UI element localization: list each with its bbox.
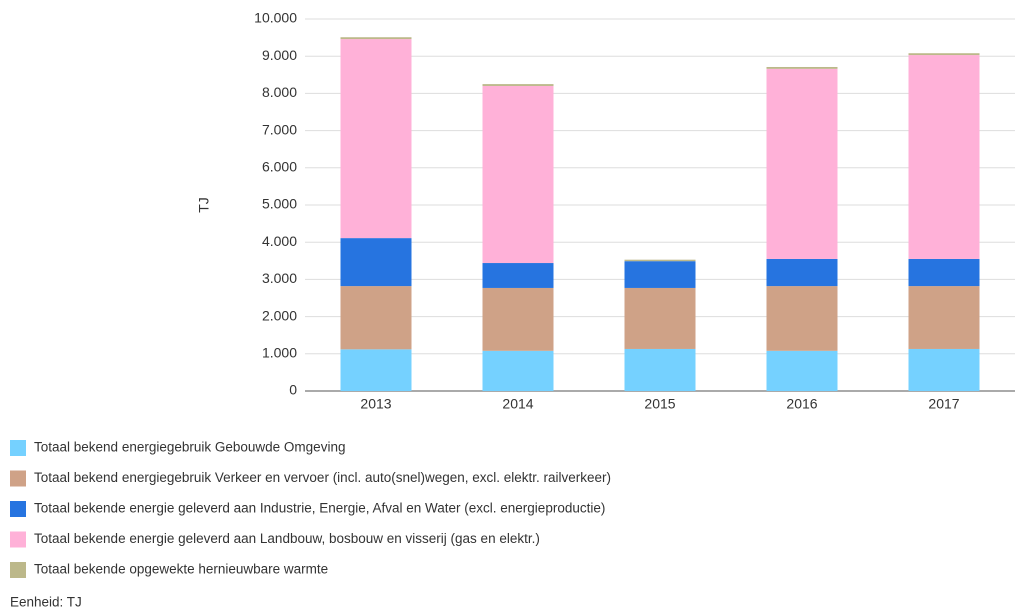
y-tick-label: 0 bbox=[289, 382, 297, 398]
legend-label: Totaal bekende energie geleverd aan Indu… bbox=[34, 501, 605, 516]
bar-segment bbox=[624, 259, 696, 262]
y-tick-label: 1.000 bbox=[262, 345, 297, 361]
bar-segment bbox=[766, 286, 838, 351]
bar-segment bbox=[340, 286, 412, 350]
legend-swatch bbox=[10, 501, 26, 517]
legend-label: Totaal bekende opgewekte hernieuwbare wa… bbox=[34, 562, 328, 577]
x-tick-label: 2015 bbox=[644, 396, 675, 412]
bar-segment bbox=[340, 39, 412, 239]
bar-segment bbox=[340, 349, 412, 391]
legend-label: Totaal bekend energiegebruik Gebouwde Om… bbox=[34, 440, 345, 455]
y-tick-label: 2.000 bbox=[262, 307, 297, 323]
legend-label: Totaal bekende energie geleverd aan Land… bbox=[34, 531, 540, 546]
y-tick-label: 8.000 bbox=[262, 84, 297, 100]
x-tick-label: 2014 bbox=[502, 396, 533, 412]
y-axis-label: TJ bbox=[196, 197, 212, 213]
y-tick-label: 4.000 bbox=[262, 233, 297, 249]
y-tick-label: 7.000 bbox=[262, 121, 297, 137]
bar-segment bbox=[624, 287, 696, 349]
bar-segment bbox=[482, 350, 554, 391]
legend-swatch bbox=[10, 470, 26, 487]
bar-segment bbox=[624, 348, 696, 391]
bar-segment bbox=[908, 348, 980, 391]
y-tick-label: 9.000 bbox=[262, 47, 297, 63]
bar-segment bbox=[908, 286, 980, 349]
bar-segment bbox=[624, 261, 696, 288]
legend-swatch bbox=[10, 531, 26, 548]
legend-swatch bbox=[10, 562, 26, 578]
bar-segment bbox=[482, 85, 554, 264]
bar-segment bbox=[766, 68, 838, 259]
x-tick-label: 2017 bbox=[928, 396, 959, 412]
legend-label: Totaal bekend energiegebruik Verkeer en … bbox=[34, 470, 611, 485]
bar-segment bbox=[482, 84, 554, 86]
y-tick-label: 10.000 bbox=[254, 10, 297, 26]
bar-segment bbox=[908, 55, 980, 259]
legend-swatch bbox=[10, 440, 26, 456]
bar-segment bbox=[482, 287, 554, 351]
bar-segment bbox=[908, 258, 980, 287]
x-tick-label: 2016 bbox=[786, 396, 817, 412]
bar-segment bbox=[766, 350, 838, 391]
bar-segment bbox=[482, 263, 554, 288]
bar-segment bbox=[908, 53, 980, 56]
bar-segment bbox=[340, 37, 412, 40]
footnote: Eenheid: TJ bbox=[10, 595, 82, 610]
y-tick-label: 6.000 bbox=[262, 159, 297, 175]
bar-segment bbox=[766, 258, 838, 287]
y-tick-label: 5.000 bbox=[262, 196, 297, 212]
y-tick-label: 3.000 bbox=[262, 270, 297, 286]
bar-segment bbox=[766, 66, 838, 69]
bar-segment bbox=[340, 238, 412, 287]
x-tick-label: 2013 bbox=[360, 396, 391, 412]
